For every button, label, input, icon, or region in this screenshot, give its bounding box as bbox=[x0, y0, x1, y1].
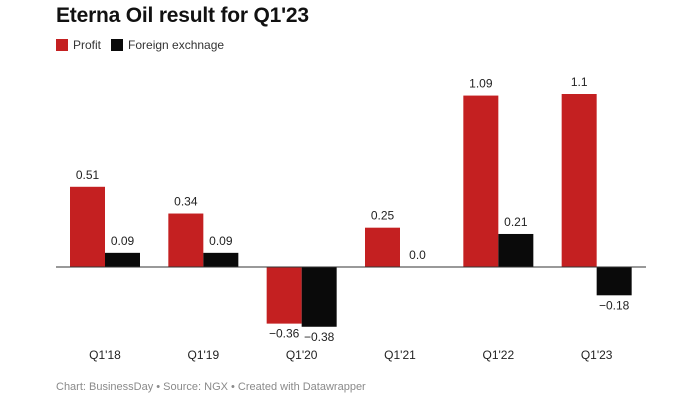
data-label-profit-1: 0.34 bbox=[174, 195, 198, 209]
bar-foreign-exchange-1 bbox=[203, 252, 239, 267]
source-note: Chart: BusinessDay • Source: NGX • Creat… bbox=[56, 381, 366, 393]
data-label-profit-5: 1.1 bbox=[571, 75, 588, 89]
bar-profit-1 bbox=[168, 213, 204, 267]
bar-profit-2 bbox=[266, 267, 302, 324]
x-tick-label-4: Q1'22 bbox=[483, 348, 515, 362]
data-label-foreign-exchange-3: 0.0 bbox=[409, 248, 426, 262]
legend-item-profit: Profit bbox=[56, 38, 101, 52]
x-tick-label-0: Q1'18 bbox=[89, 348, 121, 362]
data-label-profit-0: 0.51 bbox=[76, 168, 100, 182]
data-label-profit-4: 1.09 bbox=[469, 77, 493, 91]
legend-label-foreign-exchange: Foreign exchnage bbox=[128, 38, 225, 52]
data-label-foreign-exchange-4: 0.21 bbox=[504, 215, 528, 229]
legend-swatch-profit bbox=[56, 39, 68, 51]
data-label-profit-2: −0.36 bbox=[269, 327, 300, 341]
bar-foreign-exchange-5 bbox=[596, 267, 632, 296]
bar-foreign-exchange-4 bbox=[498, 233, 534, 267]
bar-foreign-exchange-0 bbox=[105, 252, 140, 267]
bar-profit-4 bbox=[463, 95, 499, 267]
bar-profit-3 bbox=[365, 227, 400, 267]
data-label-foreign-exchange-1: 0.09 bbox=[209, 234, 233, 248]
legend-item-foreign-exchange: Foreign exchnage bbox=[111, 38, 224, 52]
x-tick-label-1: Q1'19 bbox=[188, 348, 220, 362]
legend-label-profit: Profit bbox=[73, 38, 102, 52]
bar-foreign-exchange-2 bbox=[301, 267, 337, 327]
data-label-foreign-exchange-5: −0.18 bbox=[599, 298, 630, 312]
bar-profit-0 bbox=[70, 186, 105, 267]
x-tick-label-2: Q1'20 bbox=[286, 348, 318, 362]
x-tick-label-3: Q1'21 bbox=[384, 348, 416, 362]
legend-swatch-foreign-exchange bbox=[111, 39, 124, 51]
bar-profit-5 bbox=[561, 94, 597, 267]
data-label-foreign-exchange-2: −0.38 bbox=[304, 330, 335, 344]
legend: Profit Foreign exchnage bbox=[56, 38, 234, 52]
data-label-profit-3: 0.25 bbox=[371, 209, 395, 223]
data-label-foreign-exchange-0: 0.09 bbox=[111, 234, 135, 248]
x-tick-label-5: Q1'23 bbox=[581, 348, 613, 362]
chart-title: Eterna Oil result for Q1'23 bbox=[56, 4, 309, 27]
